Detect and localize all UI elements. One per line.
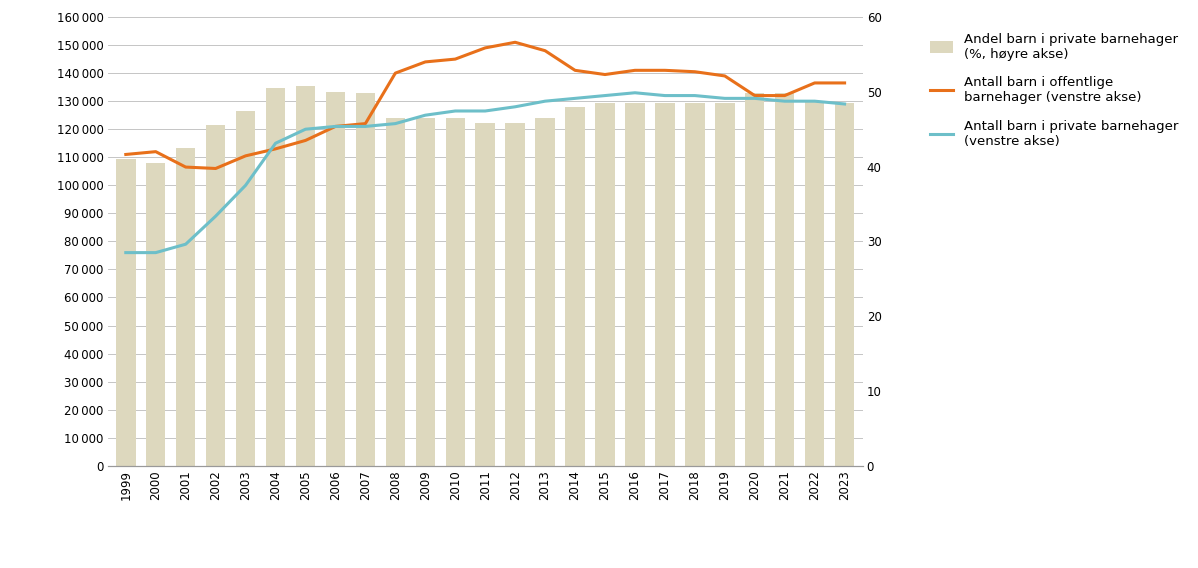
Bar bbox=[595, 103, 615, 466]
Bar bbox=[775, 93, 794, 466]
Bar bbox=[206, 126, 225, 466]
Bar bbox=[685, 103, 704, 466]
Bar bbox=[536, 118, 555, 466]
Bar bbox=[326, 92, 345, 466]
Bar bbox=[476, 123, 495, 466]
Bar bbox=[116, 159, 135, 466]
Legend: Andel barn i private barnehager
(%, høyre akse), Antall barn i offentlige
barneh: Andel barn i private barnehager (%, høyr… bbox=[930, 32, 1178, 148]
Bar bbox=[146, 163, 165, 466]
Bar bbox=[176, 148, 195, 466]
Bar bbox=[296, 86, 315, 466]
Bar bbox=[416, 118, 435, 466]
Bar bbox=[236, 111, 255, 466]
Bar bbox=[655, 103, 674, 466]
Bar bbox=[386, 118, 405, 466]
Bar bbox=[835, 103, 854, 466]
Bar bbox=[565, 107, 585, 466]
Bar bbox=[805, 101, 824, 466]
Bar bbox=[625, 103, 645, 466]
Bar bbox=[446, 118, 465, 466]
Bar bbox=[506, 123, 525, 466]
Bar bbox=[266, 88, 285, 466]
Bar bbox=[745, 93, 764, 466]
Bar bbox=[356, 93, 375, 466]
Bar bbox=[715, 103, 734, 466]
